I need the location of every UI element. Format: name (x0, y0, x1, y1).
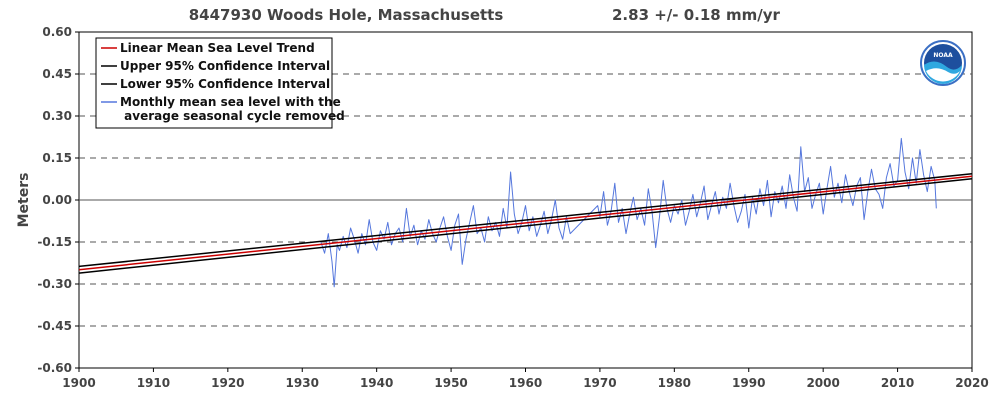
y-tick-label: -0.45 (37, 319, 72, 333)
legend-label: Upper 95% Confidence Interval (120, 59, 330, 73)
x-tick-label: 2020 (955, 376, 988, 390)
x-tick-label: 1950 (434, 376, 467, 390)
x-tick-label: 1970 (583, 376, 616, 390)
y-tick-label: -0.30 (37, 277, 72, 291)
trend-rate-text: 2.83 +/- 0.18 mm/yr (612, 6, 780, 24)
y-tick-label: -0.60 (37, 361, 72, 375)
x-tick-label: 1900 (62, 376, 95, 390)
y-tick-label: 0.30 (42, 109, 72, 123)
y-tick-label: -0.15 (37, 235, 72, 249)
legend-box (95, 37, 333, 129)
y-tick-label: 0.15 (42, 151, 72, 165)
x-tick-label: 1990 (732, 376, 765, 390)
x-tick-label: 2000 (806, 376, 839, 390)
noaa-logo: NOAA (920, 40, 966, 86)
svg-text:NOAA: NOAA (933, 52, 953, 59)
x-tick-label: 1930 (286, 376, 319, 390)
tick-labels: 0.60 0.45 0.30 0.15 0.00 -0.15 -0.30 -0.45 -0.60… (37, 25, 988, 390)
x-tick-label: 1910 (137, 376, 170, 390)
y-tick-label: 0.60 (42, 25, 72, 39)
y-axis-label: Meters (16, 173, 32, 228)
chart-title: 8447930 Woods Hole, Massachusetts (189, 6, 504, 24)
x-tick-label: 1920 (211, 376, 244, 390)
legend-label: Lower 95% Confidence Interval (120, 77, 330, 91)
x-tick-label: 1940 (360, 376, 393, 390)
legend-label: Linear Mean Sea Level Trend (120, 41, 315, 55)
y-tick-label: 0.45 (42, 67, 72, 81)
y-tick-label: 0.00 (42, 193, 72, 207)
lower-ci-line (78, 177, 973, 274)
x-tick-label: 2010 (881, 376, 914, 390)
x-tick-label: 1980 (658, 376, 691, 390)
upper-ci-line (78, 172, 973, 268)
legend: Linear Mean Sea Level Trend Upper 95% Con… (95, 37, 345, 129)
trend-line (78, 175, 973, 271)
legend-label: Monthly mean sea level with the (120, 95, 341, 109)
legend-label: average seasonal cycle removed (120, 109, 345, 123)
series-layer (78, 137, 973, 288)
x-tick-label: 1960 (509, 376, 542, 390)
